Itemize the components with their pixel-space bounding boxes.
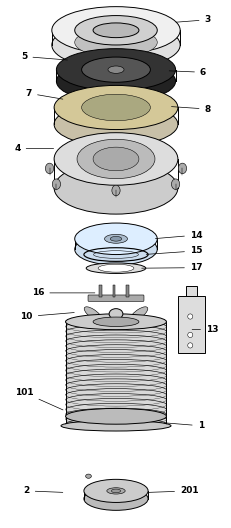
Ellipse shape: [74, 223, 157, 254]
Ellipse shape: [187, 343, 192, 348]
Ellipse shape: [106, 488, 125, 494]
Ellipse shape: [93, 147, 138, 171]
Text: 10: 10: [20, 312, 74, 321]
Ellipse shape: [187, 332, 192, 337]
Ellipse shape: [84, 487, 147, 511]
Ellipse shape: [111, 185, 120, 196]
Ellipse shape: [45, 163, 53, 174]
Ellipse shape: [74, 27, 157, 57]
Text: 2: 2: [23, 486, 63, 495]
Text: 1: 1: [164, 421, 203, 430]
Ellipse shape: [178, 163, 186, 174]
Text: 17: 17: [141, 263, 202, 272]
Ellipse shape: [65, 314, 166, 329]
Ellipse shape: [93, 23, 138, 37]
Ellipse shape: [54, 162, 177, 214]
Text: 5: 5: [21, 52, 67, 61]
Ellipse shape: [81, 57, 150, 82]
Ellipse shape: [61, 420, 170, 431]
Ellipse shape: [94, 104, 100, 109]
FancyBboxPatch shape: [177, 296, 204, 353]
Ellipse shape: [113, 104, 118, 109]
Ellipse shape: [56, 49, 175, 91]
Ellipse shape: [84, 479, 147, 503]
Text: 8: 8: [171, 105, 210, 114]
Text: 13: 13: [191, 325, 218, 334]
Ellipse shape: [111, 489, 120, 493]
Ellipse shape: [74, 233, 157, 265]
Text: 3: 3: [175, 15, 210, 24]
FancyBboxPatch shape: [88, 295, 143, 301]
Bar: [98, 285, 101, 297]
Ellipse shape: [54, 86, 177, 129]
Ellipse shape: [54, 102, 177, 146]
Bar: [112, 285, 115, 297]
Ellipse shape: [54, 133, 177, 185]
Ellipse shape: [103, 104, 109, 109]
Ellipse shape: [93, 317, 138, 326]
Text: 15: 15: [146, 247, 202, 256]
Ellipse shape: [52, 21, 179, 69]
Ellipse shape: [52, 7, 179, 54]
Ellipse shape: [107, 66, 124, 73]
Bar: [66, 322, 165, 424]
Ellipse shape: [104, 234, 127, 243]
Text: 201: 201: [148, 486, 198, 495]
Ellipse shape: [85, 474, 91, 478]
Ellipse shape: [74, 15, 157, 45]
Text: 16: 16: [32, 288, 94, 297]
Ellipse shape: [122, 104, 128, 109]
Bar: [126, 285, 128, 297]
Ellipse shape: [52, 179, 60, 190]
Text: 101: 101: [15, 388, 63, 410]
Text: 6: 6: [168, 68, 205, 77]
Ellipse shape: [86, 263, 145, 274]
Ellipse shape: [98, 264, 133, 272]
Ellipse shape: [56, 60, 175, 102]
Ellipse shape: [187, 314, 192, 319]
Ellipse shape: [110, 237, 121, 241]
Ellipse shape: [109, 309, 122, 319]
Ellipse shape: [65, 409, 166, 424]
Text: 14: 14: [155, 231, 202, 240]
Ellipse shape: [130, 307, 147, 321]
Ellipse shape: [131, 104, 137, 109]
Text: 7: 7: [26, 89, 63, 99]
Bar: [185, 286, 196, 296]
Ellipse shape: [171, 179, 179, 190]
Text: 4: 4: [14, 144, 53, 153]
Ellipse shape: [81, 95, 150, 121]
Ellipse shape: [77, 139, 154, 178]
Ellipse shape: [84, 307, 101, 321]
